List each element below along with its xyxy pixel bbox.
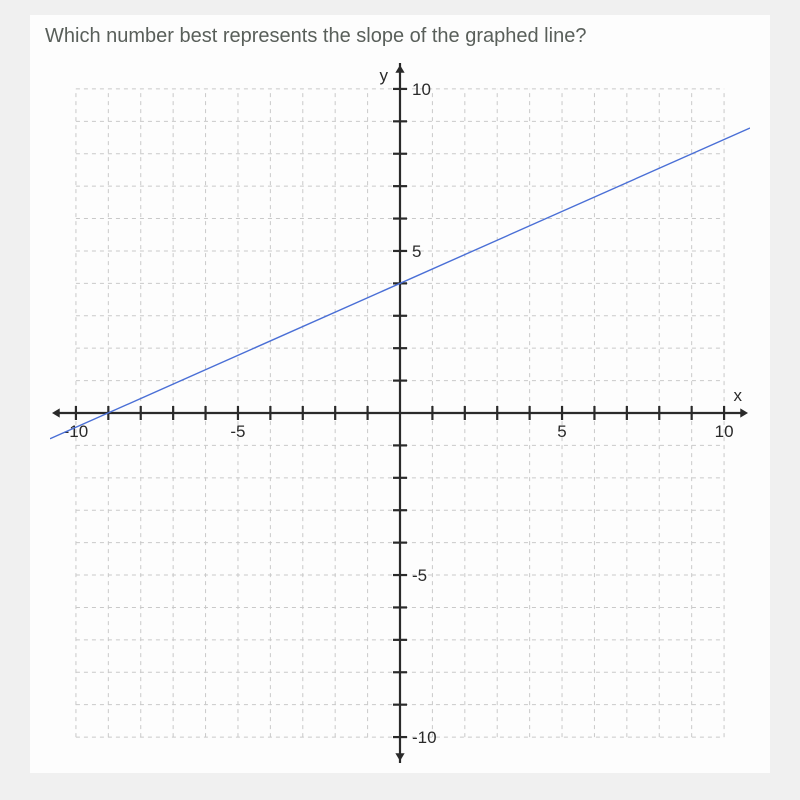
coordinate-graph: -10-5510-10-5510xy bbox=[50, 63, 750, 763]
svg-text:5: 5 bbox=[557, 422, 566, 441]
svg-text:-10: -10 bbox=[412, 728, 437, 747]
svg-text:10: 10 bbox=[412, 80, 431, 99]
chart-area: -10-5510-10-5510xy bbox=[45, 63, 755, 763]
svg-text:-5: -5 bbox=[230, 422, 245, 441]
question-panel: Which number best represents the slope o… bbox=[30, 15, 770, 773]
question-text: Which number best represents the slope o… bbox=[45, 25, 755, 48]
svg-text:10: 10 bbox=[715, 422, 734, 441]
svg-text:-5: -5 bbox=[412, 566, 427, 585]
svg-text:5: 5 bbox=[412, 242, 421, 261]
svg-text:x: x bbox=[734, 386, 743, 405]
svg-text:y: y bbox=[380, 66, 389, 85]
